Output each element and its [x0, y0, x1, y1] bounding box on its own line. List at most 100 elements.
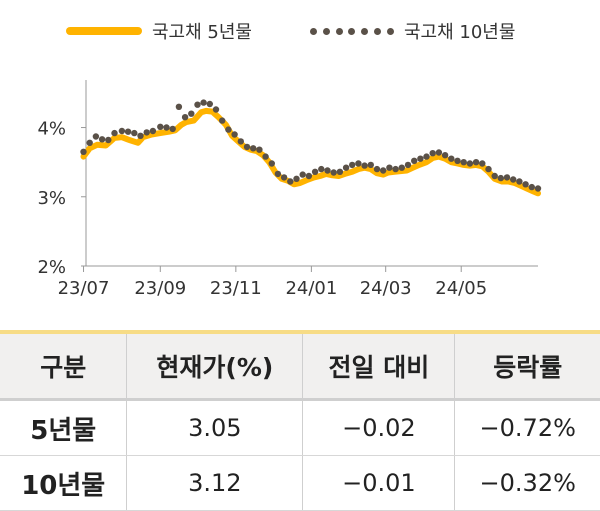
series-point-10y — [330, 169, 337, 176]
series-point-10y — [169, 125, 176, 133]
series-point-10y — [380, 167, 387, 174]
series-point-10y — [268, 160, 275, 167]
x-tick-label: 24/03 — [360, 278, 412, 299]
series-point-10y — [149, 127, 157, 135]
series-point-10y — [200, 99, 207, 106]
series-point-10y — [349, 161, 356, 169]
series-line-5y — [80, 107, 541, 197]
series-point-10y — [274, 170, 282, 178]
x-tick-label: 23/09 — [134, 278, 186, 299]
series-point-10y — [367, 161, 374, 169]
series-point-10y — [311, 168, 319, 175]
legend-item-10y: 국고채 10년물 — [310, 16, 515, 46]
series-point-10y — [98, 136, 106, 143]
series-point-10y — [206, 100, 213, 108]
series-point-10y — [404, 161, 412, 169]
daily-change-cell: −0.01 — [302, 455, 455, 511]
series-point-10y — [503, 174, 511, 181]
series-point-10y — [111, 129, 118, 137]
legend-dots-swatch — [310, 27, 394, 35]
series-point-10y — [460, 159, 467, 166]
series-point-10y — [435, 149, 443, 156]
series-point-10y — [392, 165, 399, 173]
table-header-row: 구분 현재가(%) 전일 대비 등락률 — [0, 330, 600, 401]
row-label-10y: 10년물 — [0, 455, 127, 511]
series-point-10y — [118, 127, 126, 135]
series-point-10y — [293, 175, 300, 182]
series-point-10y — [448, 155, 455, 162]
series-point-10y — [105, 136, 112, 144]
series-point-10y — [92, 133, 100, 140]
legend-label-10y: 국고채 10년물 — [404, 22, 516, 43]
header-change-rate: 등락률 — [454, 330, 600, 401]
series-point-10y — [194, 101, 201, 108]
series-point-10y — [336, 168, 344, 175]
header-daily-change: 전일 대비 — [302, 330, 455, 401]
series-point-10y — [188, 110, 195, 117]
series-point-10y — [243, 143, 251, 151]
series-point-10y — [466, 160, 474, 167]
y-tick-label: 4% — [37, 119, 66, 140]
series-point-10y — [516, 178, 523, 185]
series-point-10y — [124, 128, 132, 135]
series-point-10y — [534, 185, 542, 192]
yield-summary-table: 구분 현재가(%) 전일 대비 등락률 5년물 3.05 −0.02 −0.72… — [0, 330, 600, 511]
header-current-price: 현재가(%) — [126, 330, 303, 401]
current-price-cell: 3.05 — [126, 399, 303, 456]
current-price-cell: 3.12 — [126, 455, 303, 511]
series-point-10y — [212, 106, 220, 113]
series-point-10y — [299, 171, 306, 178]
y-tick-label: 2% — [37, 257, 66, 278]
series-point-10y — [175, 103, 183, 111]
x-tick-label: 23/11 — [210, 278, 262, 299]
daily-change-cell: −0.02 — [302, 399, 455, 456]
x-tick-label: 23/07 — [58, 278, 110, 299]
series-point-10y — [485, 165, 492, 173]
series-point-10y — [157, 123, 164, 130]
row-label-5y: 5년물 — [0, 399, 127, 456]
series-point-10y — [373, 165, 381, 173]
legend-label-5y: 국고채 5년물 — [152, 22, 252, 43]
series-point-10y — [131, 129, 138, 137]
legend-line-swatch — [66, 27, 142, 35]
line-chart-svg: 2% 3% 4% 23/07 23/09 23/11 24/01 24/03 24/05 — [37, 80, 542, 299]
series-point-10y — [231, 131, 238, 138]
series-point-10y — [137, 132, 144, 139]
series-point-10y — [342, 164, 350, 171]
series-point-10y — [423, 153, 430, 160]
series-point-10y — [522, 181, 529, 188]
series-point-10y — [386, 164, 393, 171]
table-row: 5년물 3.05 −0.02 −0.72% — [0, 399, 600, 456]
y-tick-label: 3% — [37, 188, 66, 209]
series-point-10y — [361, 162, 368, 169]
series-point-10y — [398, 164, 405, 171]
series-point-10y — [454, 157, 461, 164]
series-point-10y — [318, 165, 325, 173]
series-point-10y — [355, 160, 362, 167]
series-point-10y — [305, 172, 313, 180]
series-point-10y — [250, 145, 257, 152]
series-point-10y — [237, 138, 244, 145]
table-row: 10년물 3.12 −0.01 −0.32% — [0, 455, 600, 511]
series-point-10y — [143, 129, 150, 136]
series-point-10y — [324, 167, 331, 174]
series-point-10y — [441, 152, 449, 159]
series-point-10y — [280, 174, 288, 181]
series-point-10y — [411, 157, 418, 164]
chart-legend: 국고채 5년물 국고채 10년물 — [0, 16, 600, 46]
series-point-10y — [429, 150, 436, 157]
series-point-10y — [219, 117, 226, 124]
series-point-10y — [262, 153, 269, 160]
series-point-10y — [472, 159, 480, 166]
series-point-10y — [479, 160, 486, 167]
x-tick-label: 24/05 — [435, 278, 487, 299]
change-rate-cell: −0.32% — [454, 455, 600, 511]
series-point-10y — [163, 124, 170, 131]
series-point-10y — [225, 126, 232, 133]
series-point-10y — [80, 148, 87, 155]
series-point-10y — [528, 183, 535, 191]
series-point-10y — [497, 174, 504, 182]
series-point-10y — [181, 114, 189, 121]
series-point-10y — [86, 139, 93, 146]
legend-item-5y: 국고채 5년물 — [66, 16, 252, 46]
